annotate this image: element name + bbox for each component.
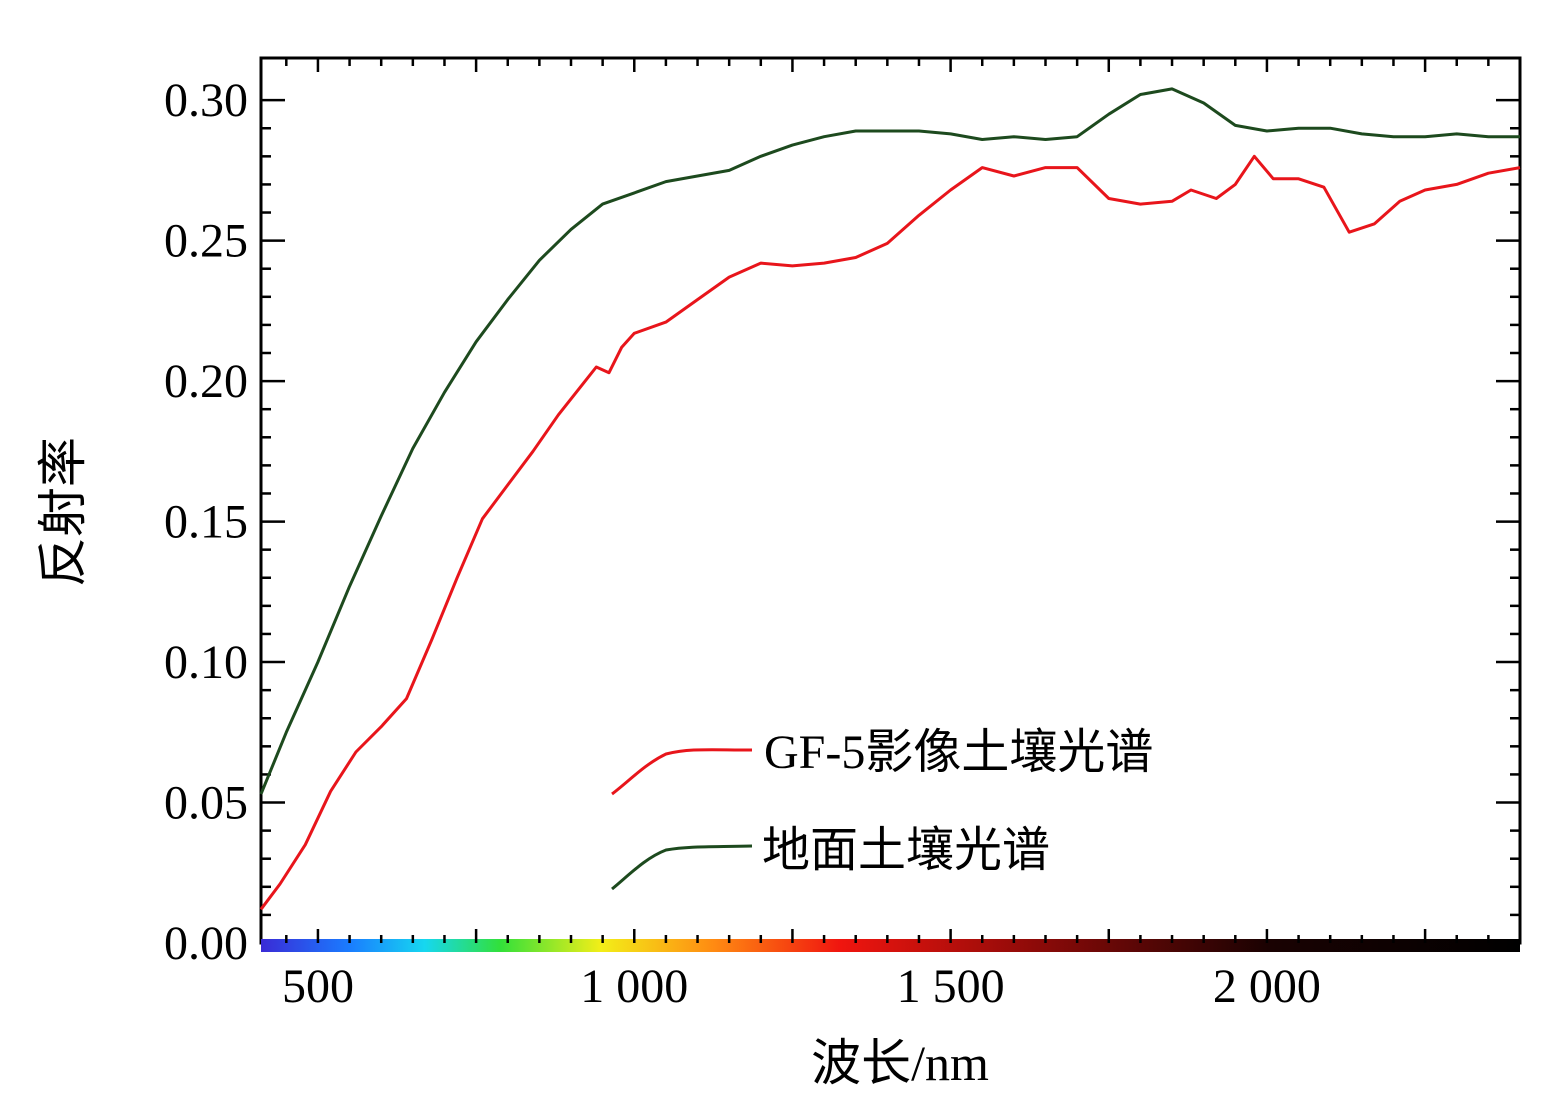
wavelength-color-bar	[261, 939, 1520, 952]
x-axis: 500 1 000 1 500 2 000	[282, 58, 1522, 1013]
y-tick-label: 0.10	[164, 636, 248, 689]
y-tick-label: 0.15	[164, 496, 248, 549]
y-tick-label: 0.20	[164, 355, 248, 408]
y-tick-label: 0.30	[164, 74, 248, 127]
legend-item-ground: 地面土壤光谱	[611, 824, 1050, 891]
x-tick-label: 1 000	[580, 960, 688, 1013]
y-tick-label: 0.05	[164, 777, 248, 830]
x-tick-label: 1 500	[897, 960, 1005, 1013]
y-axis: 0.00 0.05 0.10 0.15 0.20 0.25 0.30	[164, 74, 1520, 970]
series-line-gf5-image-soil-spectrum	[259, 154, 1521, 911]
y-tick-label: 0.00	[164, 917, 248, 970]
plot-area	[259, 56, 1522, 952]
x-axis-title: 波长/nm	[811, 1035, 989, 1091]
legend-label-ground-soil-spectrum: 地面土壤光谱	[762, 824, 1050, 877]
legend-swatch-gf5-image-soil-spectrum	[611, 748, 753, 796]
y-tick-label: 0.25	[164, 215, 248, 268]
legend-item-gf5: GF-5影像土壤光谱	[611, 726, 1153, 796]
series-layer	[259, 87, 1521, 911]
y-axis-title: 反射率	[35, 437, 91, 587]
series-line-ground-soil-spectrum	[259, 87, 1520, 795]
legend: GF-5影像土壤光谱 地面土壤光谱	[611, 726, 1153, 891]
legend-label-gf5-image-soil-spectrum: GF-5影像土壤光谱	[764, 726, 1153, 779]
x-tick-label: 2 000	[1213, 960, 1321, 1013]
x-tick-label: 500	[282, 960, 354, 1013]
legend-swatch-ground-soil-spectrum	[611, 844, 753, 891]
plot-frame	[259, 56, 1522, 945]
